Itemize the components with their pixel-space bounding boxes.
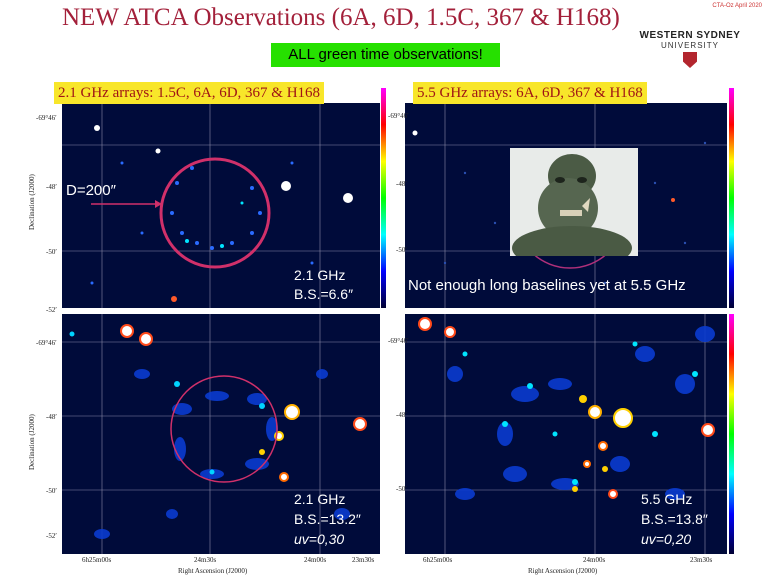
- ra-tick-right-0: 6h25m00s: [423, 556, 453, 564]
- green-time-banner: ALL green time observations!: [271, 43, 500, 67]
- dec-tick-bottom-2: -50′: [46, 487, 57, 495]
- radio-map-bottom-right: [405, 314, 727, 554]
- dec-tick-right-0: -69°46′: [388, 112, 409, 120]
- bottom-left-freq: 2.1 GHz: [294, 491, 346, 507]
- bottom-left-beam: B.S.=13.2″: [294, 511, 361, 527]
- radio-map-bottom-left: [62, 314, 380, 554]
- ra-tick-0: 6h25m00s: [82, 556, 112, 564]
- top-left-freq: 2.1 GHz: [294, 267, 346, 283]
- bottom-right-freq: 5.5 GHz: [641, 491, 693, 507]
- dec-tick-top-1: -48′: [46, 183, 57, 191]
- date-stamp: CTA-Oz April 2020: [712, 3, 762, 9]
- panel-top-left: 2.1 GHz B.S.=6.6″: [62, 103, 380, 308]
- dec-tick-top-3: -52′: [46, 306, 57, 314]
- photo-illustration: [510, 148, 638, 256]
- colorbar-bottom-right: [729, 314, 734, 554]
- colorbar-top-left: [381, 88, 386, 308]
- top-left-beam: B.S.=6.6″: [294, 286, 354, 302]
- logo-line1: WESTERN SYDNEY: [639, 30, 741, 41]
- ra-tick-right-3: 23m30s: [690, 556, 713, 564]
- ra-tick-2: 24m00s: [304, 556, 327, 564]
- dec-axis-label-top: Declination (J2000): [28, 174, 36, 230]
- page-title: NEW ATCA Observations (6A, 6D, 1.5C, 367…: [62, 4, 620, 31]
- diameter-label: D=200″: [66, 182, 116, 199]
- bottom-right-uv: uv=0,20: [641, 530, 691, 548]
- dec-tick-bottom-3: -52′: [46, 532, 57, 540]
- dec-tick-bottom-1: -48′: [46, 413, 57, 421]
- dec-axis-label-bottom: Declination (J2000): [28, 414, 36, 470]
- dec-tick-right-2: -50′: [396, 246, 407, 254]
- university-logo: WESTERN SYDNEY UNIVERSITY: [626, 30, 754, 68]
- bottom-right-uv-text: uv=0,20: [641, 531, 692, 547]
- right-array-label: 5.5 GHz arrays: 6A, 6D, 367 & H168: [413, 82, 647, 104]
- colorbar-top-right: [729, 88, 734, 308]
- dec-tick-top-0: -69°46′: [36, 114, 57, 122]
- radio-map-top-left: [62, 103, 380, 308]
- dec-tick-bottom-right-2: -50′: [396, 485, 407, 493]
- bottom-right-beam: B.S.=13.8″: [641, 511, 708, 527]
- dec-tick-bottom-right-1: -48′: [396, 411, 407, 419]
- ra-axis-label-left: Right Ascension (J2000): [178, 567, 248, 575]
- dec-tick-top-2: -50′: [46, 248, 57, 256]
- dec-tick-right-1: -48′: [396, 180, 407, 188]
- panel-bottom-left: 2.1 GHz B.S.=13.2″ uv=0,30: [62, 314, 380, 554]
- dec-tick-bottom-0: -69°46′: [36, 339, 57, 347]
- baseline-note: Not enough long baselines yet at 5.5 GHz: [408, 277, 686, 294]
- dec-tick-bottom-right-0: -69°46′: [388, 337, 409, 345]
- left-array-label: 2.1 GHz arrays: 1.5C, 6A, 6D, 367 & H168: [54, 82, 325, 104]
- shield-icon: [683, 52, 697, 68]
- bottom-left-uv: uv=0,30: [294, 530, 344, 548]
- bottom-left-uv-text: uv=0,30: [294, 531, 345, 547]
- ra-axis-label-right: Right Ascension (J2000): [528, 567, 598, 575]
- ra-tick-3: 23m30s: [352, 556, 375, 564]
- ra-tick-1: 24m30s: [194, 556, 217, 564]
- logo-line2: UNIVERSITY: [660, 41, 719, 50]
- panel-bottom-right: 5.5 GHz B.S.=13.8″ uv=0,20: [405, 314, 727, 554]
- ra-tick-right-2: 24m00s: [583, 556, 606, 564]
- orc-mask-photo: [510, 148, 638, 256]
